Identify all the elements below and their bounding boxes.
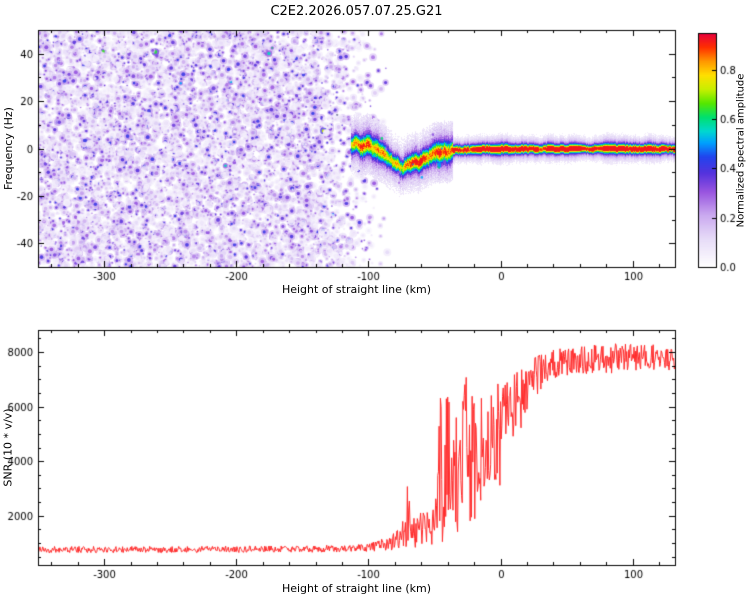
snr-xaxis-label: Height of straight line (km) <box>281 582 432 595</box>
spectrogram-yaxis-label-container: Frequency (Hz) <box>0 30 16 267</box>
colorbar-label: Normalized spectral amplitude <box>735 73 747 227</box>
spectrogram-yaxis-label: Frequency (Hz) <box>1 107 15 190</box>
snr-yaxis-label: SNR (10 * v/v) <box>1 408 15 487</box>
figure-title: C2E2.2026.057.07.25.G21 <box>270 4 443 19</box>
spectrogram-xaxis-label: Height of straight line (km) <box>281 283 432 296</box>
snr-yaxis-label-container: SNR (10 * v/v) <box>0 330 16 565</box>
colorbar-label-container: Normalized spectral amplitude <box>733 33 749 267</box>
